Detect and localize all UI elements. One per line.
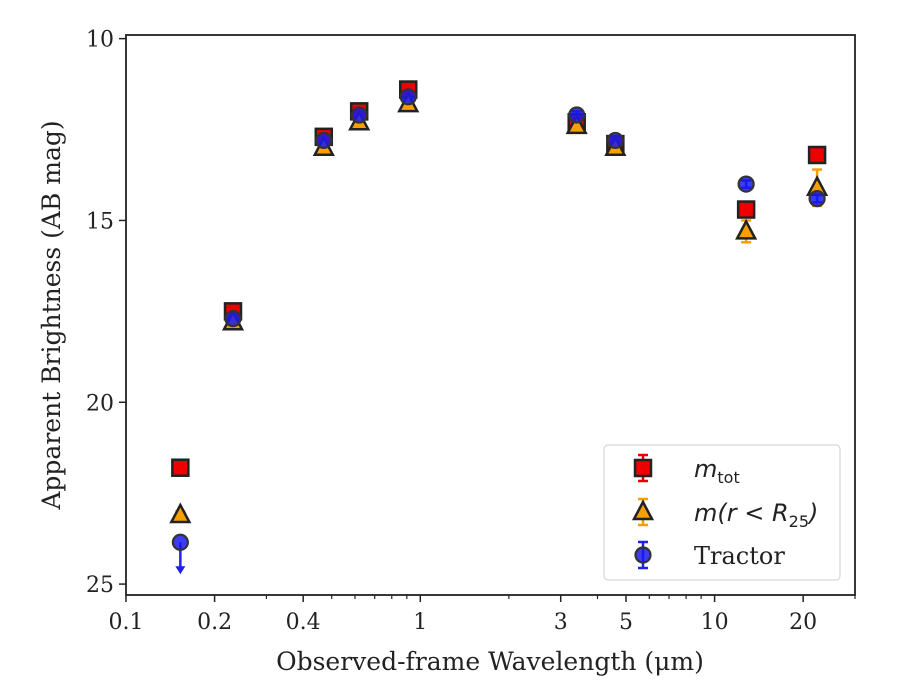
series-3-point (350, 106, 368, 124)
legend-marker-1 (633, 458, 653, 478)
series-2-point (169, 502, 192, 524)
legend-frame (603, 444, 841, 581)
legend-entries: mtot m(r < R25) Tractor (631, 453, 818, 570)
series-3-point (606, 131, 624, 150)
series-3-point (737, 175, 755, 193)
legend-label-base: m(r < R (694, 499, 789, 527)
y-axis-label: Apparent Brightness (AB mag) (37, 120, 66, 510)
series-3-point (171, 533, 189, 551)
series-1-point (171, 458, 190, 477)
y-axis: 10 15 20 25 (86, 28, 126, 598)
x-tick-label: 0.4 (286, 610, 321, 635)
series-3-point (399, 88, 417, 106)
series-3-point (224, 310, 242, 328)
legend-label-tail: ) (807, 499, 818, 527)
series-3-point (315, 131, 333, 150)
series-3-point (808, 190, 826, 208)
legend-label-sub: tot (717, 468, 739, 487)
x-axis: 0.1 0.2 0.4 1 3 5 10 20 (109, 595, 856, 635)
x-tick-label: 1 (413, 610, 427, 635)
plot-frame (125, 34, 856, 596)
upper-limit-head (175, 566, 186, 575)
legend-label-2: m(r < R25) (694, 499, 818, 531)
series-3-point (568, 106, 586, 124)
legend-label-3: Tractor (694, 542, 785, 570)
markers-layer (169, 80, 829, 551)
legend-marker-3 (634, 546, 652, 564)
legend-label-sub: 25 (789, 512, 809, 531)
legend-label-1: mtot (694, 455, 740, 487)
x-tick-label: 10 (701, 610, 729, 635)
y-tick-label: 25 (86, 573, 114, 598)
y-tick-label: 15 (86, 209, 114, 234)
legend-label-base: m (694, 455, 717, 483)
series-1-point (736, 200, 756, 219)
x-tick-label: 0.2 (197, 610, 232, 635)
x-axis-label: Observed-frame Wavelength (μm) (276, 647, 704, 676)
y-tick-label: 20 (86, 391, 114, 416)
x-tick-label: 20 (789, 610, 817, 635)
y-tick-label: 10 (86, 28, 114, 53)
x-tick-label: 0.1 (109, 610, 144, 635)
series-1-point (807, 145, 827, 165)
x-tick-label: 5 (619, 610, 633, 635)
legend-marker-2 (631, 499, 655, 521)
x-tick-label: 3 (554, 610, 568, 635)
legend: mtot m(r < R25) Tractor (603, 444, 841, 581)
series-2-point (565, 113, 588, 135)
series-2-point (735, 218, 758, 240)
